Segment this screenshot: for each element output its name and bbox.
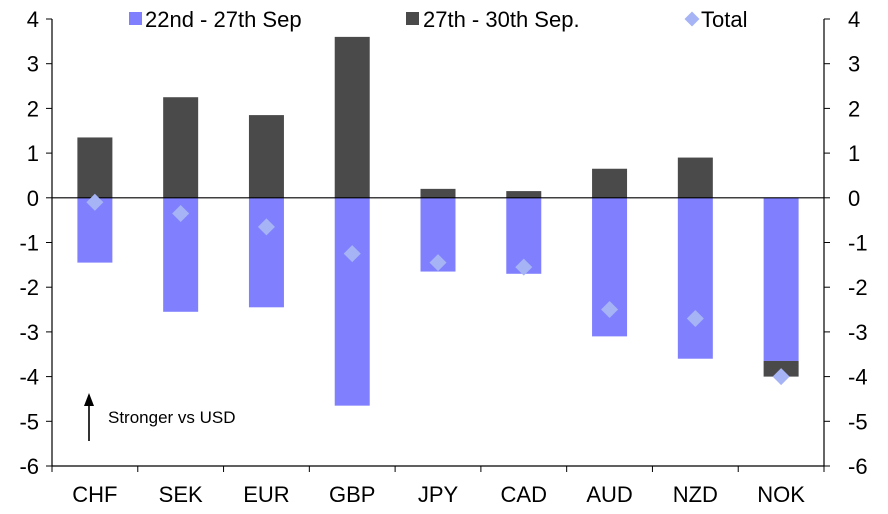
- total-diamond: [86, 193, 104, 211]
- total-diamond: [686, 309, 704, 327]
- left-tick-label: 4: [27, 7, 39, 32]
- right-tick-label: -5: [848, 409, 868, 434]
- annotation-group: Stronger vs USD: [84, 393, 236, 441]
- category-label: NZD: [673, 482, 718, 507]
- category-label: SEK: [159, 482, 203, 507]
- legend-swatch: [406, 12, 419, 25]
- bar-27th-30th-sep: [77, 137, 113, 198]
- right-tick-label: -1: [848, 231, 868, 256]
- total-diamond: [772, 368, 790, 386]
- legend-label: Total: [701, 7, 747, 32]
- left-tick-label: 3: [27, 52, 39, 77]
- total-markers-layer: [86, 193, 790, 386]
- right-tick-label: -4: [848, 365, 868, 390]
- bars-layer: [77, 36, 799, 406]
- legend-diamond-icon: [684, 11, 700, 27]
- bar-27th-30th-sep: [163, 97, 199, 198]
- bar-27th-30th-sep: [334, 36, 370, 198]
- total-diamond: [515, 258, 533, 276]
- category-label: JPY: [418, 482, 459, 507]
- left-tick-label: -3: [19, 320, 39, 345]
- legend-label: 22nd - 27th Sep: [145, 7, 302, 32]
- bar-22nd-27th-sep: [248, 197, 284, 308]
- left-tick-label: -2: [19, 275, 39, 300]
- legend-label: 27th - 30th Sep.: [423, 7, 580, 32]
- left-tick-label: -4: [19, 365, 39, 390]
- left-tick-label: 1: [27, 141, 39, 166]
- right-tick-label: -3: [848, 320, 868, 345]
- bar-22nd-27th-sep: [334, 197, 370, 406]
- bar-27th-30th-sep: [248, 115, 284, 198]
- category-label: NOK: [757, 482, 805, 507]
- bar-22nd-27th-sep: [763, 197, 799, 361]
- right-tick-label: 4: [848, 7, 860, 32]
- axes-layer: 4 4 3 3 2 2 1 1 0 0 -1 -1 -2 -2 -3 -3 -4 -4 -5 -5 -6 -6 CHF SEK…: [19, 7, 867, 507]
- bar-27th-30th-sep: [592, 168, 628, 198]
- category-label: CHF: [72, 482, 117, 507]
- left-tick-label: 0: [27, 186, 39, 211]
- legend: 22nd - 27th Sep 27th - 30th Sep. Total: [129, 7, 747, 32]
- legend-swatch: [129, 12, 142, 25]
- left-tick-label: -5: [19, 409, 39, 434]
- category-label: CAD: [501, 482, 547, 507]
- right-tick-label: 1: [848, 141, 860, 166]
- left-tick-label: -6: [19, 454, 39, 479]
- right-tick-label: -2: [848, 275, 868, 300]
- total-diamond: [601, 301, 619, 319]
- bar-27th-30th-sep: [420, 188, 456, 198]
- total-diamond: [257, 218, 275, 236]
- bar-22nd-27th-sep: [677, 197, 713, 359]
- bar-27th-30th-sep: [677, 157, 713, 198]
- right-tick-label: -6: [848, 454, 868, 479]
- total-diamond: [172, 204, 190, 222]
- left-tick-label: 2: [27, 96, 39, 121]
- up-arrow-icon: [84, 393, 94, 406]
- total-diamond: [343, 245, 361, 263]
- right-tick-label: 2: [848, 96, 860, 121]
- total-diamond: [429, 254, 447, 272]
- left-tick-label: -1: [19, 231, 39, 256]
- category-label: EUR: [243, 482, 289, 507]
- category-label: GBP: [329, 482, 375, 507]
- category-label: AUD: [586, 482, 632, 507]
- right-tick-label: 0: [848, 186, 860, 211]
- right-tick-label: 3: [848, 52, 860, 77]
- annotation-text: Stronger vs USD: [108, 408, 236, 427]
- bar-27th-30th-sep: [506, 191, 542, 198]
